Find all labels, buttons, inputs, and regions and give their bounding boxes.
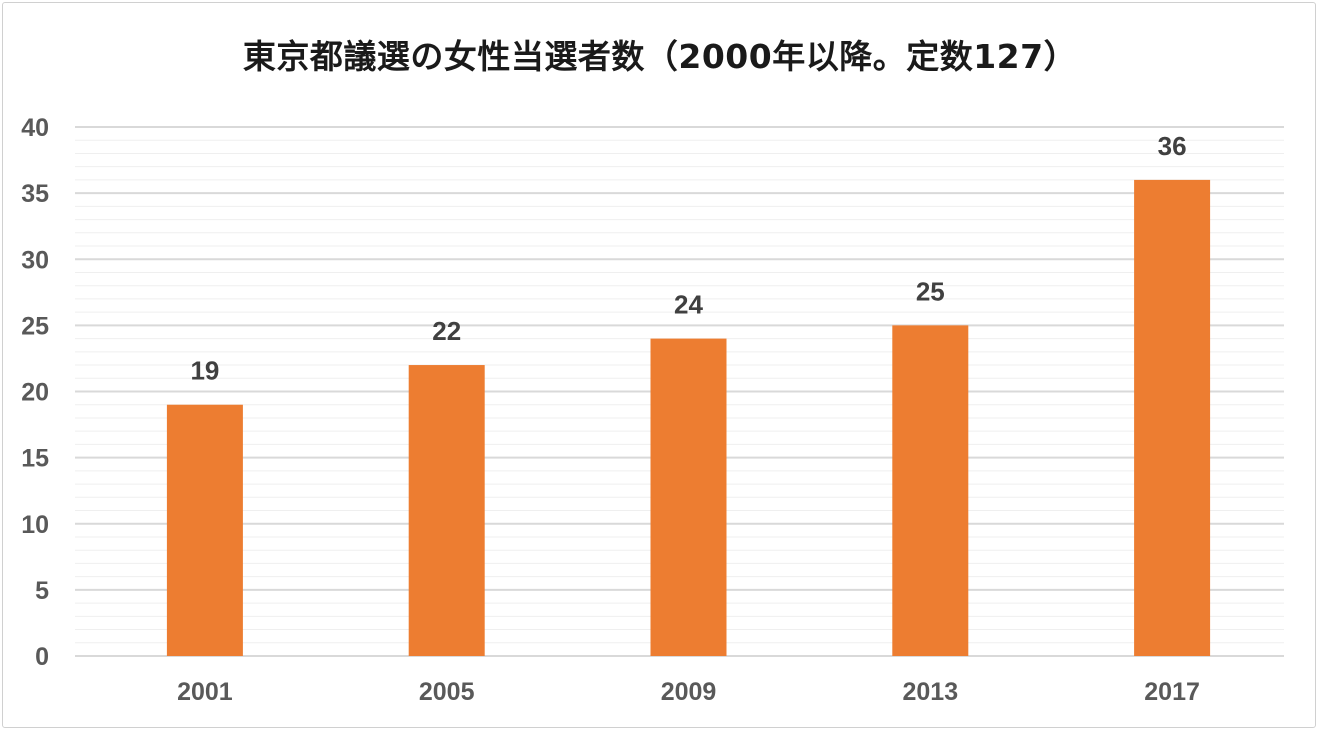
y-tick-label: 15 — [21, 445, 49, 473]
bar — [166, 404, 243, 656]
x-tick-label: 2001 — [177, 678, 233, 706]
x-tick-label: 2005 — [419, 678, 475, 706]
bars — [166, 179, 1211, 656]
y-tick-label: 35 — [21, 180, 49, 208]
y-tick-label: 10 — [21, 511, 49, 539]
data-label: 25 — [916, 276, 945, 306]
x-tick-label: 2009 — [661, 678, 717, 706]
y-axis: 0 5 10 15 20 25 30 35 40 — [21, 114, 49, 671]
data-label: 24 — [674, 290, 703, 320]
bar — [1134, 179, 1211, 656]
data-label: 19 — [190, 356, 219, 386]
y-tick-label: 30 — [21, 246, 49, 274]
y-tick-label: 5 — [35, 577, 49, 605]
bar — [650, 338, 727, 656]
data-label: 22 — [432, 316, 461, 346]
x-axis: 2001 2005 2009 2013 2017 — [177, 678, 1200, 706]
data-labels: 19 22 24 25 36 — [190, 131, 1186, 386]
x-tick-label: 2017 — [1144, 678, 1200, 706]
bar — [892, 325, 969, 656]
bar — [408, 365, 485, 656]
y-tick-label: 20 — [21, 379, 49, 407]
y-tick-label: 25 — [21, 312, 49, 340]
data-label: 36 — [1158, 131, 1187, 161]
x-tick-label: 2013 — [902, 678, 958, 706]
y-tick-label: 0 — [35, 643, 49, 671]
chart-title: 東京都議選の女性当選者数（2000年以降。定数127） — [242, 37, 1078, 76]
y-tick-label: 40 — [21, 114, 49, 142]
